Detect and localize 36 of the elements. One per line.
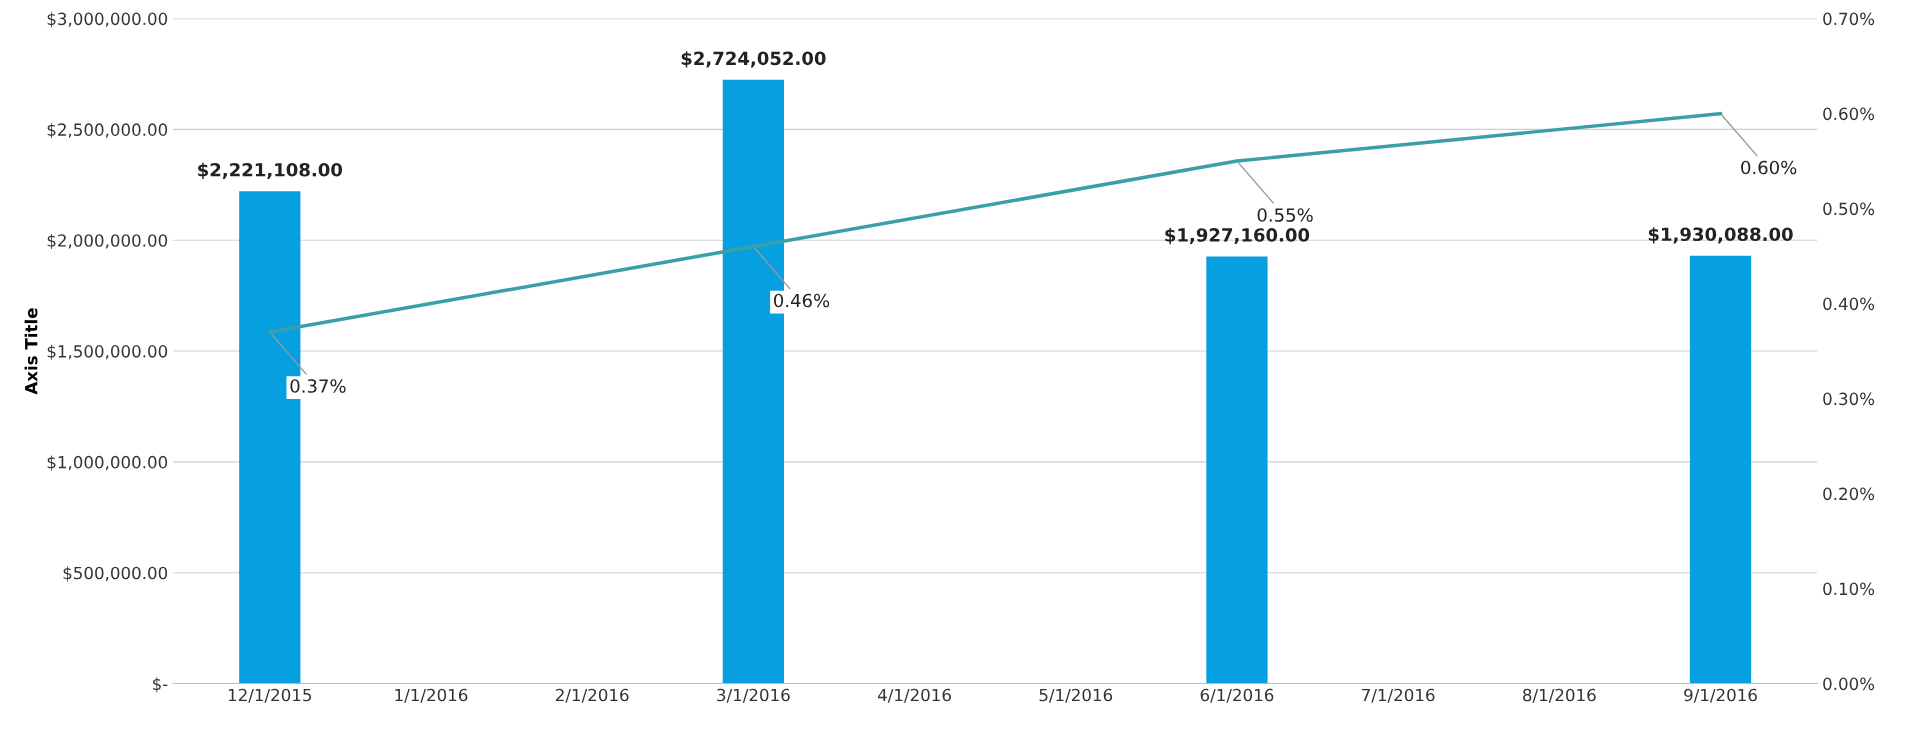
x-tick-label: 4/1/2016 [877, 688, 951, 703]
x-tick-label: 6/1/2016 [1200, 688, 1274, 703]
data-label: $2,221,108.00 [198, 162, 343, 180]
x-tick-label: 5/1/2016 [1039, 688, 1113, 703]
bar [1689, 255, 1752, 684]
y-axis-title: Axis Title [24, 308, 38, 395]
data-label: 0.37% [290, 379, 346, 393]
data-label: $1,927,160.00 [1165, 227, 1310, 245]
y-tick-label: $- [152, 677, 168, 693]
x-tick-label: 2/1/2016 [555, 688, 629, 703]
y-tick-label: $2,000,000.00 [47, 233, 168, 250]
y2-tick-label: 0.20% [1823, 487, 1875, 501]
y2-tick-label: 0.10% [1823, 582, 1875, 596]
x-tick-label: 1/1/2016 [395, 688, 468, 703]
y-tick-label: $1,000,000.00 [47, 455, 168, 471]
y-tick-label: $3,000,000.00 [47, 12, 168, 28]
y-tick-label: $1,500,000.00 [47, 344, 168, 360]
y2-tick-label: 0.00% [1823, 677, 1875, 691]
data-label: 0.60% [1741, 160, 1797, 175]
bar [1206, 256, 1268, 684]
x-tick-label: 12/1/2015 [228, 688, 312, 703]
data-label: 0.46% [774, 293, 830, 308]
y2-tick-label: 0.70% [1823, 12, 1875, 26]
data-label: 0.55% [1257, 208, 1313, 222]
x-tick-label: 9/1/2016 [1684, 688, 1757, 703]
x-tick-label: 8/1/2016 [1523, 688, 1596, 703]
y2-tick-label: 0.50% [1823, 202, 1875, 216]
y2-tick-label: 0.40% [1823, 297, 1875, 311]
y2-tick-label: 0.30% [1823, 392, 1875, 406]
data-label: $1,930,088.00 [1648, 227, 1793, 244]
x-tick-label: 3/1/2016 [717, 688, 790, 703]
x-tick-label: 7/1/2016 [1362, 688, 1435, 703]
y2-tick-label: 0.60% [1823, 107, 1875, 121]
data-label: $2,724,052.00 [681, 51, 826, 68]
y-tick-label: $2,500,000.00 [47, 123, 168, 139]
y-tick-label: $500,000.00 [63, 566, 168, 582]
